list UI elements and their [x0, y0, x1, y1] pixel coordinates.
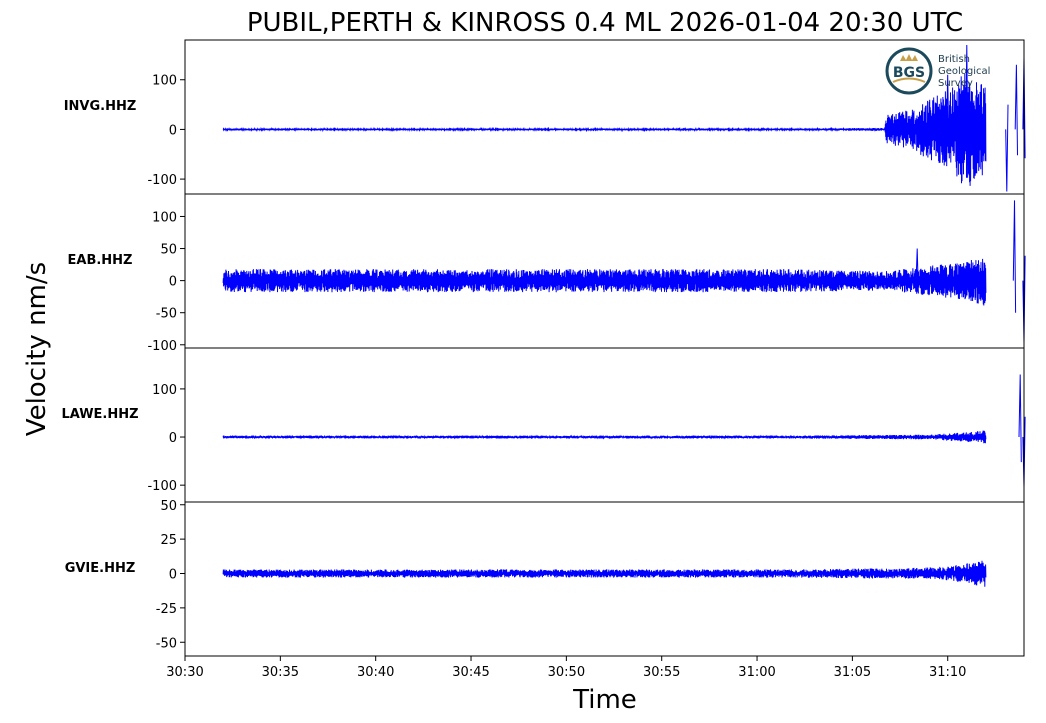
y-tick-label: 0	[169, 568, 177, 583]
panel-frame	[184, 501, 1025, 657]
trace-line	[222, 374, 1026, 488]
y-tick-label: -50	[156, 636, 177, 651]
y-tick-label: 0	[169, 275, 177, 290]
crown-icon	[900, 54, 918, 61]
y-tick-label: 50	[160, 243, 177, 258]
y-tick-label: -100	[147, 479, 177, 494]
y-tick-label: 100	[152, 74, 177, 89]
panel-frame	[184, 347, 1025, 503]
trace-line	[222, 200, 1026, 343]
x-tick-label: 30:45	[452, 665, 489, 680]
y-axis-label: Velocity nm/s	[22, 262, 52, 436]
bgs-logo: BGS British Geological Survey	[885, 47, 990, 95]
panel-frame	[184, 193, 1025, 349]
bgs-logo-ring	[885, 47, 933, 95]
y-tick-label: -100	[147, 339, 177, 354]
station-label: LAWE.HHZ	[61, 407, 138, 422]
x-tick-label: 30:55	[643, 665, 680, 680]
x-axis-ticks: 30:30 30:35 30:40 30:45 30:50 30:55 31:00 31:05…	[166, 656, 966, 680]
panel-eab-hhz: 100 50 0 -50 -100 EAB.HHZ	[68, 193, 1026, 354]
y-tick-label: 100	[152, 383, 177, 398]
bgs-logo-line-2: Geological	[938, 66, 990, 77]
y-tick-label: -50	[156, 307, 177, 322]
x-tick-label: 30:40	[357, 665, 394, 680]
bgs-wave-icon	[892, 77, 926, 83]
panel-gvie-hhz: 50 25 0 -25 -50 GVIE.HHZ	[65, 499, 1025, 657]
y-tick-label: 25	[160, 533, 177, 548]
x-tick-label: 31:00	[738, 665, 775, 680]
trace-line	[222, 560, 987, 587]
y-tick-label: 0	[169, 123, 177, 138]
trace-panels: 100 0 -100 INVG.HHZ 100 50 0 -50 -100 EAB.HHZ 100 0…	[61, 39, 1026, 657]
panel-lawe-hhz: 100 0 -100 LAWE.HHZ	[61, 347, 1026, 503]
bgs-logo-mark: BGS	[893, 65, 925, 81]
chart-title: PUBIL,PERTH & KINROSS 0.4 ML 2026-01-04 …	[247, 8, 963, 38]
y-tick-label: -100	[147, 173, 177, 188]
y-tick-label: 100	[152, 210, 177, 225]
x-tick-label: 30:30	[166, 665, 203, 680]
bgs-logo-line-3: Survey	[938, 78, 973, 89]
station-label: EAB.HHZ	[68, 253, 133, 268]
x-tick-label: 31:10	[929, 665, 966, 680]
station-label: GVIE.HHZ	[65, 561, 136, 576]
y-tick-label: 50	[160, 499, 177, 514]
station-label: INVG.HHZ	[64, 99, 137, 114]
bgs-logo-line-1: British	[938, 54, 970, 65]
x-tick-label: 30:35	[262, 665, 299, 680]
y-tick-label: 0	[169, 431, 177, 446]
x-axis-label: Time	[572, 685, 637, 715]
x-tick-label: 31:05	[834, 665, 871, 680]
x-tick-label: 30:50	[548, 665, 585, 680]
y-tick-label: -25	[156, 602, 177, 617]
